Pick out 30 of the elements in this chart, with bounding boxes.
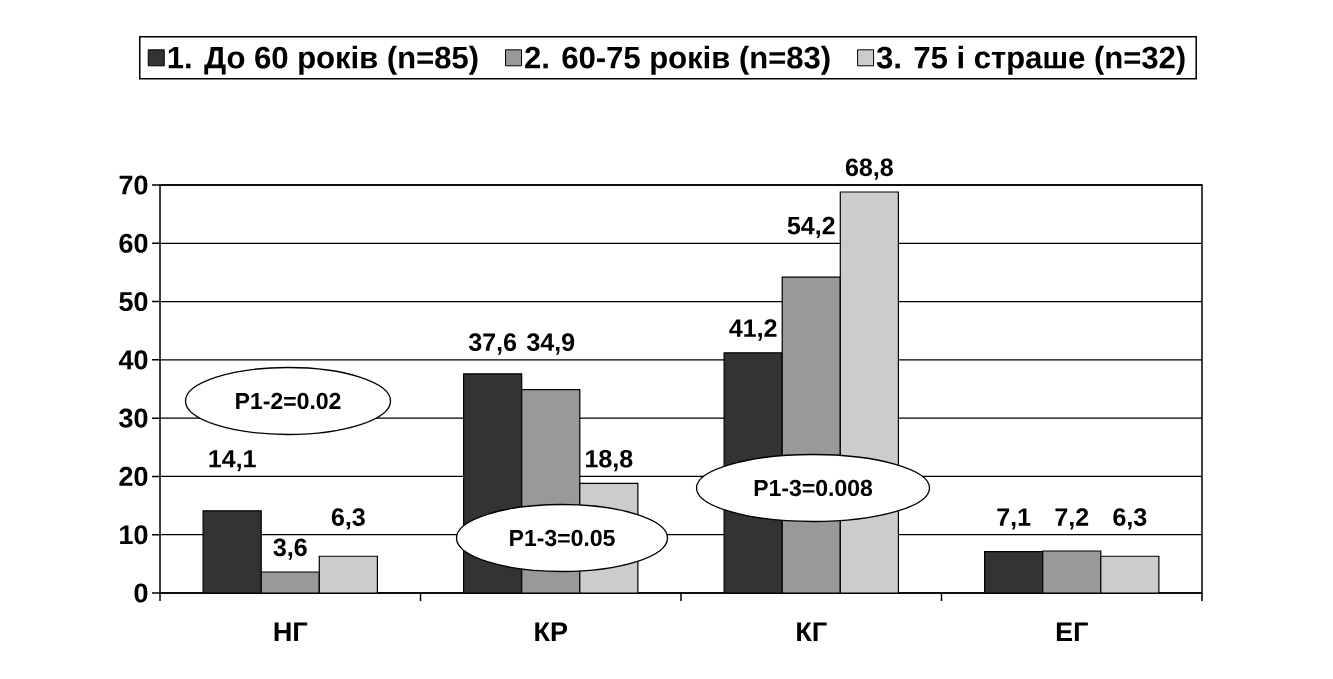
y-tick-label: 30 — [119, 408, 148, 428]
y-tick-label: 10 — [120, 525, 148, 545]
data-label: 6,3 — [331, 508, 365, 530]
data-label: 37,6 — [468, 333, 517, 355]
data-label: 6,3 — [1113, 508, 1147, 530]
x-tick-label: НГ — [274, 622, 308, 642]
y-tick-label: 0 — [134, 583, 148, 603]
data-label: 68,8 — [845, 158, 893, 180]
data-label: 3,6 — [273, 538, 307, 560]
y-tick-label: 70 — [119, 175, 148, 195]
data-label: 41,2 — [729, 319, 777, 341]
data-label: 18,8 — [586, 449, 633, 472]
y-tick-label: 40 — [118, 350, 148, 370]
legend-label: 3. 75 і страше (n=32) — [876, 45, 1185, 75]
data-label: 7,1 — [997, 508, 1031, 530]
y-tick-label: 20 — [119, 466, 148, 486]
y-tick-label: 50 — [119, 292, 148, 312]
data-label: 54,2 — [787, 216, 835, 239]
legend-label: 1. До 60 років (n=85) — [168, 45, 478, 75]
annotation: P1-3=0.008 — [754, 479, 873, 497]
x-tick-label: КР — [535, 622, 568, 642]
data-label: 34,9 — [527, 333, 575, 355]
x-tick-label: ЕГ — [1056, 622, 1088, 642]
x-tick-label: КГ — [797, 622, 827, 642]
legend-label: 2. 60-75 років (n=83) — [525, 45, 830, 75]
data-label: 14,1 — [209, 450, 256, 472]
data-label: 7,2 — [1055, 508, 1089, 530]
annotation: P1-3=0.05 — [510, 529, 615, 547]
y-tick-label: 60 — [119, 233, 148, 253]
annotation: P1-2=0.02 — [236, 392, 341, 410]
